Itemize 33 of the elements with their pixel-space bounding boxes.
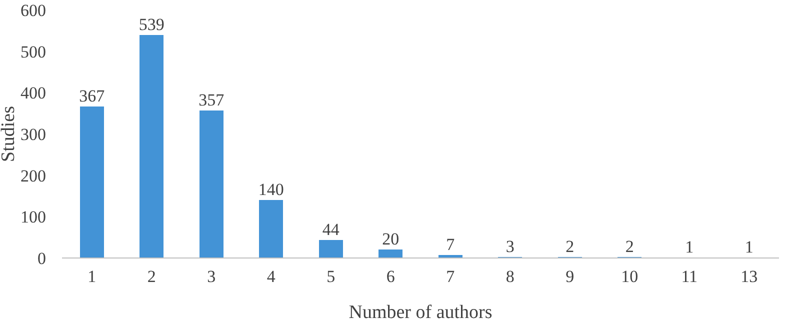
x-tick-label: 6 bbox=[386, 267, 395, 286]
x-tick-label: 9 bbox=[566, 267, 574, 286]
x-tick-label: 5 bbox=[326, 267, 336, 286]
data-label: 44 bbox=[322, 220, 340, 239]
x-tick-label: 13 bbox=[740, 267, 758, 286]
x-tick-label: 2 bbox=[147, 267, 156, 286]
y-tick-label: 500 bbox=[20, 42, 46, 62]
x-tick-label: 10 bbox=[621, 267, 638, 286]
data-label: 3 bbox=[506, 236, 514, 256]
data-label: 1 bbox=[744, 238, 754, 257]
x-axis-title: Number of authors bbox=[348, 302, 492, 323]
data-label: 2 bbox=[625, 237, 634, 256]
data-label: 539 bbox=[138, 15, 164, 34]
x-tick-label: 8 bbox=[506, 267, 514, 286]
x-tick-label: 3 bbox=[207, 267, 216, 286]
data-label: 20 bbox=[382, 230, 400, 249]
y-axis-title: Studies bbox=[0, 106, 19, 162]
data-label: 1 bbox=[685, 238, 694, 257]
x-tick-label: 1 bbox=[88, 267, 96, 286]
data-label: 357 bbox=[198, 90, 225, 110]
x-tick-label: 7 bbox=[446, 267, 456, 286]
y-tick-label: 300 bbox=[20, 124, 46, 144]
y-tick-label: 400 bbox=[20, 84, 46, 103]
data-label: 367 bbox=[79, 86, 106, 106]
y-tick-label: 200 bbox=[20, 166, 46, 186]
x-tick-label: 11 bbox=[681, 267, 698, 286]
y-tick-label: 100 bbox=[20, 208, 46, 227]
y-tick-label: 600 bbox=[20, 0, 46, 20]
data-label: 140 bbox=[258, 180, 284, 200]
data-label: 7 bbox=[446, 235, 456, 254]
data-label: 2 bbox=[566, 237, 574, 256]
y-tick-label: 0 bbox=[38, 248, 46, 268]
x-tick-label: 4 bbox=[266, 267, 276, 286]
